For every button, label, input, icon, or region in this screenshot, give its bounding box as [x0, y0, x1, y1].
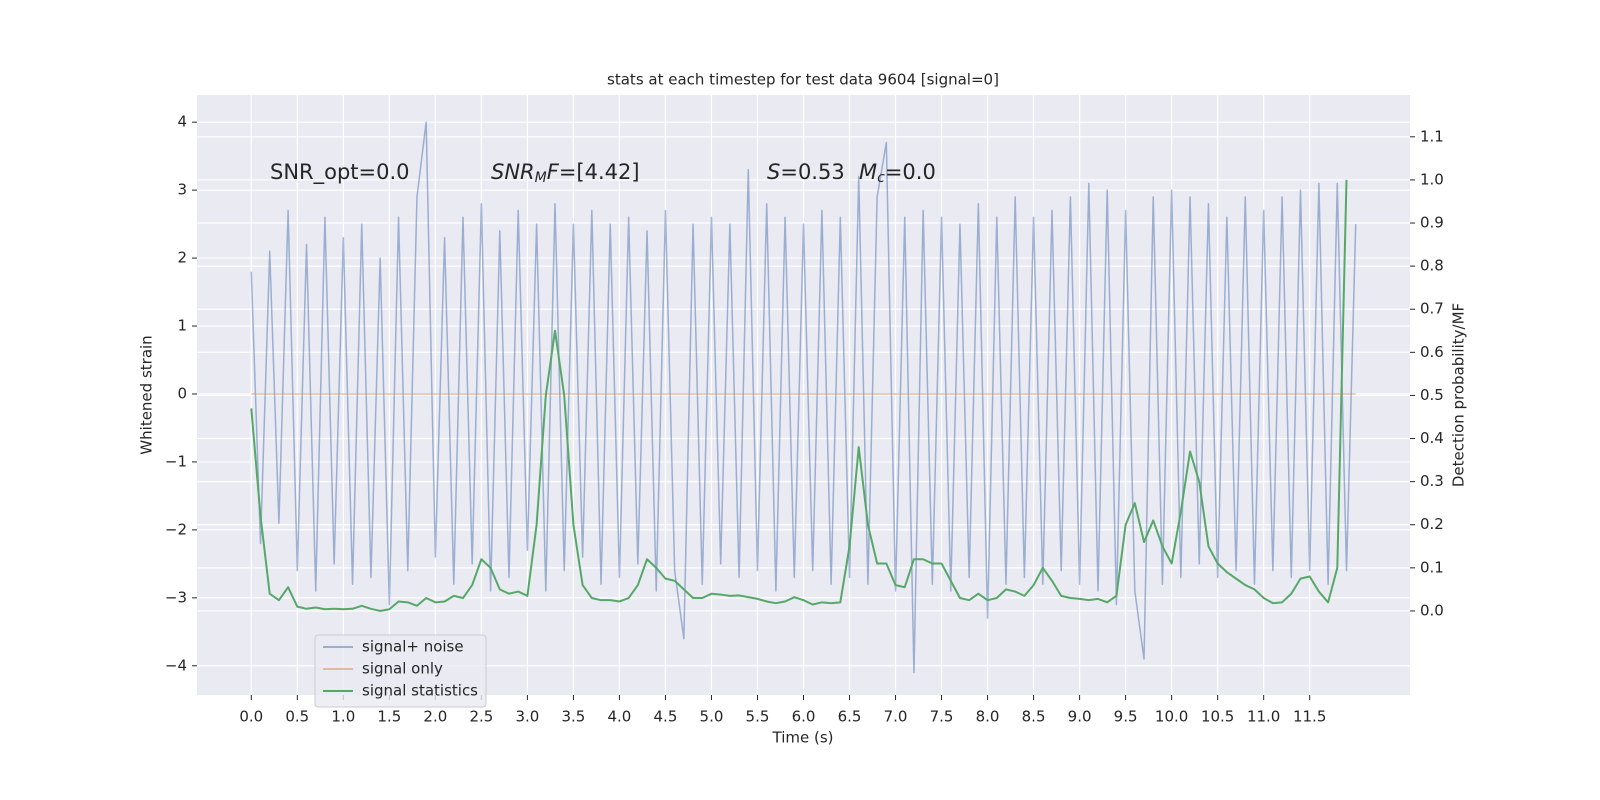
- x-tick-label: 2.5: [469, 708, 493, 726]
- annotation: Mc=0.0: [859, 160, 936, 186]
- annotation-part: =[4.42]: [559, 160, 640, 184]
- x-tick-label: 0.5: [285, 708, 309, 726]
- y2-tick-label: 0.5: [1420, 386, 1444, 404]
- annotation: SNRMF=[4.42]: [491, 160, 640, 186]
- x-tick-label: 3.5: [561, 708, 585, 726]
- x-tick-label: 6.0: [792, 708, 816, 726]
- x-tick-label: 7.5: [930, 708, 954, 726]
- x-tick-label: 11.0: [1247, 708, 1280, 726]
- y-tick-label: 1: [177, 317, 187, 335]
- y-tick-label: 4: [177, 113, 187, 131]
- y-tick-label: −1: [165, 452, 187, 470]
- y2-tick-label: 0.2: [1420, 515, 1444, 533]
- x-tick-label: 10.0: [1155, 708, 1188, 726]
- y2-tick-label: 0.7: [1420, 300, 1444, 318]
- x-tick-label: 6.5: [838, 708, 862, 726]
- grid: [197, 95, 1410, 695]
- annotation-part: =0.53: [780, 160, 844, 184]
- y-tick-label: 0: [177, 384, 187, 402]
- x-tick-label: 5.0: [700, 708, 724, 726]
- y-tick-label: 3: [177, 181, 187, 199]
- x-axis-label: Time (s): [772, 729, 834, 747]
- x-tick-label: 9.5: [1114, 708, 1138, 726]
- y-tick-label: −2: [165, 520, 187, 538]
- x-tick-label: 10.5: [1201, 708, 1234, 726]
- x-tick-label: 1.5: [377, 708, 401, 726]
- x-tick-label: 8.5: [1022, 708, 1046, 726]
- annotation-part: =0.0: [885, 160, 936, 184]
- x-tick-label: 7.0: [884, 708, 908, 726]
- y-tick-label: −3: [165, 588, 187, 606]
- y2-tick-label: 0.0: [1420, 601, 1444, 619]
- annotation-part: M: [535, 170, 547, 186]
- x-tick-label: 0.0: [239, 708, 263, 726]
- annotation-part: c: [877, 170, 885, 186]
- x-tick-label: 3.0: [515, 708, 539, 726]
- y2-tick-label: 0.9: [1420, 214, 1444, 232]
- y2-tick-label: 0.6: [1420, 343, 1444, 361]
- y2-tick-label: 0.1: [1420, 558, 1444, 576]
- x-tick-label: 11.5: [1293, 708, 1326, 726]
- y2-tick-label: 1.0: [1420, 170, 1444, 188]
- chart-title: stats at each timestep for test data 960…: [607, 71, 999, 89]
- y2-tick-label: 0.3: [1420, 472, 1444, 490]
- legend-label: signal statistics: [362, 682, 478, 700]
- legend-box: [314, 634, 487, 708]
- x-tick-label: 2.0: [423, 708, 447, 726]
- y2-tick-label: 0.4: [1420, 429, 1444, 447]
- y2-tick-label: 0.8: [1420, 257, 1444, 275]
- annotation-part: S: [767, 160, 780, 184]
- legend-label: signal only: [362, 660, 443, 678]
- series-line: [250, 121, 1357, 674]
- x-tick-label: 9.0: [1068, 708, 1092, 726]
- x-tick-label: 1.0: [331, 708, 355, 726]
- y2-tick-label: 1.1: [1420, 127, 1444, 145]
- x-tick-label: 4.5: [654, 708, 678, 726]
- y-tick-label: −4: [165, 656, 187, 674]
- y-axis-label: Whitened strain: [138, 335, 156, 454]
- y-tick-label: 2: [177, 249, 187, 267]
- x-tick-label: 5.5: [746, 708, 770, 726]
- series-line: [250, 179, 1348, 612]
- annotation-part: SNR: [491, 160, 535, 184]
- annotation: S=0.53: [767, 160, 845, 184]
- x-tick-label: 4.0: [608, 708, 632, 726]
- annotation: SNR_opt=0.0: [270, 160, 410, 185]
- y2-axis-label: Detection probability/MF: [1450, 303, 1468, 487]
- marks: [250, 121, 1357, 674]
- annotation-part: SNR_opt=0.0: [270, 160, 410, 185]
- legend-label: signal+ noise: [362, 638, 464, 656]
- x-tick-label: 8.0: [976, 708, 1000, 726]
- legend: signal+ noise signal only signal statistic…: [314, 634, 487, 708]
- annotation-part: F: [547, 160, 560, 184]
- annotation-part: M: [859, 160, 877, 184]
